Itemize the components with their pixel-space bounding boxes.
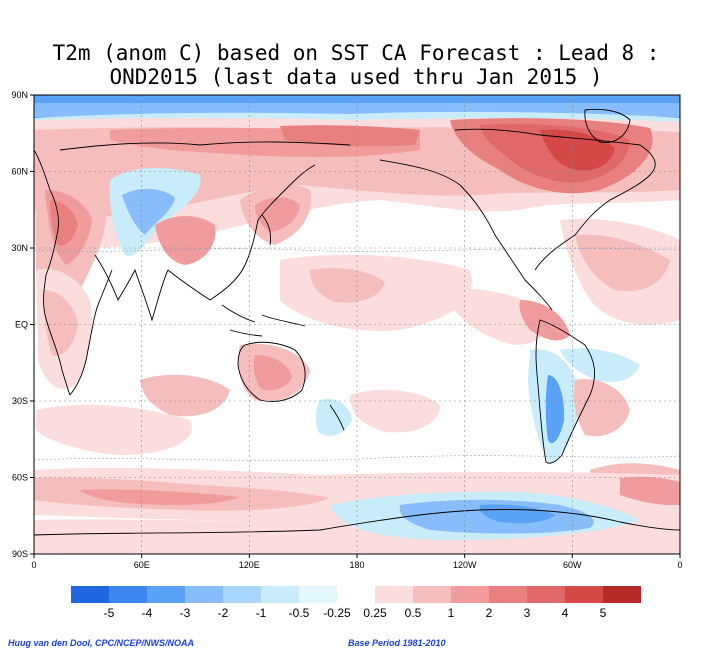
- lon-label: 120W: [453, 560, 477, 570]
- anomaly-fields: [34, 95, 680, 554]
- lon-label: 60E: [134, 560, 150, 570]
- base-period-text: Base Period 1981-2010: [348, 638, 446, 648]
- coastlines: [34, 108, 680, 536]
- legend-label: 4: [562, 606, 569, 620]
- lon-label: 180: [349, 560, 364, 570]
- legend-label: -0.25: [323, 606, 351, 620]
- legend-swatch: [565, 586, 603, 603]
- color-legend: -5 -4 -3 -2 -1 -0.5 -0.25 0.25 0.5 1 2 3 4 5: [71, 586, 641, 620]
- lat-label: 30S: [12, 396, 28, 406]
- legend-swatch: [147, 586, 185, 603]
- legend-label: -3: [180, 606, 191, 620]
- legend-swatch: [451, 586, 489, 603]
- lat-label: 90N: [11, 90, 28, 100]
- legend-label: 0.5: [405, 606, 422, 620]
- legend-swatch: [261, 586, 299, 603]
- legend-label: -4: [142, 606, 153, 620]
- legend-label: -0.5: [289, 606, 310, 620]
- legend-swatch: [223, 586, 261, 603]
- lat-label: 60S: [12, 473, 28, 483]
- legend-label: 5: [600, 606, 607, 620]
- map-title-line-1: T2m (anom C) based on SST CA Forecast : …: [52, 41, 660, 65]
- legend-swatch: [185, 586, 223, 603]
- lat-label: EQ: [15, 320, 28, 330]
- legend-swatch: [71, 586, 109, 603]
- legend-label: -1: [256, 606, 267, 620]
- legend-swatch: [413, 586, 451, 603]
- legend-swatch: [489, 586, 527, 603]
- legend-swatch: [299, 586, 337, 603]
- legend-label: -5: [104, 606, 115, 620]
- legend-swatch: [109, 586, 147, 603]
- credit-text: Huug van den Dool, CPC/NCEP/NWS/NOAA: [8, 638, 195, 648]
- lat-label: 60N: [11, 167, 28, 177]
- legend-label: 0.25: [363, 606, 387, 620]
- lon-label: 120E: [239, 560, 260, 570]
- legend-label: -2: [218, 606, 229, 620]
- legend-swatch: [603, 586, 641, 603]
- legend-label: 3: [524, 606, 531, 620]
- lon-label: 0: [31, 560, 36, 570]
- legend-swatch: [375, 586, 413, 603]
- legend-label: 2: [486, 606, 493, 620]
- lat-label: 30N: [11, 243, 28, 253]
- legend-swatch: [527, 586, 565, 603]
- lon-label: 60W: [563, 560, 582, 570]
- lon-label: 0: [677, 560, 682, 570]
- map-grid: [34, 95, 680, 554]
- legend-label: 1: [448, 606, 455, 620]
- legend-swatch: [337, 586, 375, 603]
- lat-label: 90S: [12, 549, 28, 559]
- map-title-line-2: OND2015 (last data used thru Jan 2015 ): [109, 65, 603, 89]
